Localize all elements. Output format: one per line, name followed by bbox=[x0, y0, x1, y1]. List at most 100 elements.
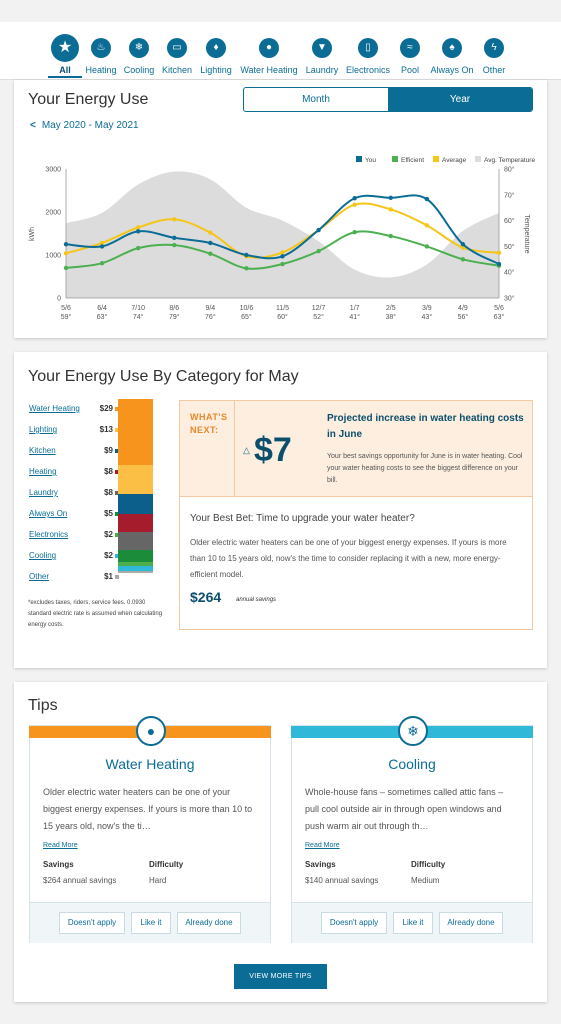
like-it-button[interactable]: Like it bbox=[131, 912, 171, 934]
x-temp-label: 74° bbox=[133, 313, 144, 321]
data-point-you bbox=[99, 244, 105, 249]
bolt-icon: ϟ bbox=[484, 38, 504, 58]
category-cost: $9 bbox=[104, 446, 113, 455]
category-laundry[interactable]: ▼ Laundry bbox=[304, 34, 340, 78]
view-more-tips-button[interactable]: VIEW MORE TIPS bbox=[234, 964, 327, 989]
energy-use-title: Your Energy Use bbox=[28, 91, 149, 108]
read-more-link[interactable]: Read More bbox=[43, 842, 78, 849]
data-point-average bbox=[424, 223, 430, 228]
x-temp-label: 65° bbox=[241, 313, 252, 321]
category-label: All bbox=[59, 65, 71, 75]
year-toggle-button[interactable]: Year bbox=[388, 88, 532, 111]
category-link[interactable]: Laundry bbox=[29, 488, 58, 497]
category-link[interactable]: Other bbox=[29, 572, 50, 581]
category-link[interactable]: Electronics bbox=[29, 530, 69, 539]
read-more-link[interactable]: Read More bbox=[305, 842, 340, 849]
difficulty-value: Hard bbox=[149, 876, 167, 885]
bar-segment bbox=[118, 464, 153, 494]
already-done-button[interactable]: Already done bbox=[177, 912, 241, 934]
category-other[interactable]: ϟ Other bbox=[480, 34, 508, 78]
category-label: Pool bbox=[400, 65, 419, 75]
y-tick-label: 3000 bbox=[45, 167, 61, 174]
category-lighting[interactable]: ♦ Lighting bbox=[198, 34, 234, 78]
category-label: Cooling bbox=[123, 65, 155, 75]
category-pool[interactable]: ≈ Pool bbox=[396, 34, 424, 78]
y2-tick-label: 30° bbox=[504, 295, 515, 303]
tip-title: Cooling bbox=[388, 756, 436, 772]
whats-next-label-line1: WHAT'S bbox=[190, 412, 228, 422]
category-row: Water Heating $29 bbox=[29, 404, 119, 416]
category-label: Always On bbox=[430, 65, 474, 75]
already-done-button[interactable]: Already done bbox=[439, 912, 503, 934]
projected-increase-subtext: Your best savings opportunity for June i… bbox=[327, 453, 523, 484]
data-point-average bbox=[280, 250, 285, 255]
category-cooling[interactable]: ❄ Cooling bbox=[122, 34, 156, 78]
bar-segment bbox=[118, 550, 153, 562]
increase-triangle-icon: △ bbox=[243, 445, 250, 455]
x-temp-label: 52° bbox=[313, 313, 324, 321]
data-point-efficient bbox=[352, 230, 357, 235]
difficulty-value: Medium bbox=[411, 876, 440, 885]
bar-segment bbox=[118, 566, 153, 571]
category-link[interactable]: Kitchen bbox=[29, 446, 56, 455]
y2-axis-label: Temperature bbox=[523, 214, 530, 253]
x-temp-label: 79° bbox=[169, 313, 180, 321]
data-point-efficient bbox=[388, 233, 393, 239]
bar-segment bbox=[118, 532, 153, 551]
snowflake-icon: ❄ bbox=[398, 716, 428, 746]
y2-tick-label: 70° bbox=[504, 191, 515, 199]
tip-title: Water Heating bbox=[105, 756, 195, 772]
doesnt-apply-button[interactable]: Doesn't apply bbox=[59, 912, 125, 934]
period-toggle: Month Year bbox=[243, 87, 533, 112]
category-link[interactable]: Cooling bbox=[29, 551, 57, 560]
category-heating[interactable]: ♨ Heating bbox=[84, 34, 118, 78]
data-point-efficient bbox=[208, 251, 213, 256]
savings-value: $140 annual savings bbox=[305, 876, 379, 885]
legend-label: Average bbox=[442, 157, 466, 164]
x-tick-label: 8/6 bbox=[169, 305, 179, 312]
category-kitchen[interactable]: ▭ Kitchen bbox=[159, 34, 195, 78]
category-nav: ★ All ♨ Heating ❄ Cooling ▭ Kitchen ♦ Li… bbox=[0, 22, 561, 80]
category-link[interactable]: Lighting bbox=[29, 425, 58, 434]
category-row: Kitchen $9 bbox=[29, 446, 119, 458]
bar-segment bbox=[118, 493, 153, 515]
category-link[interactable]: Heating bbox=[29, 467, 57, 476]
x-tick-label: 2/5 bbox=[386, 305, 396, 312]
category-color-swatch bbox=[115, 449, 119, 453]
x-temp-label: 76° bbox=[205, 313, 216, 321]
data-point-average bbox=[99, 240, 105, 246]
category-always-on[interactable]: ♠ Always On bbox=[428, 34, 476, 78]
category-cost: $5 bbox=[104, 509, 113, 518]
category-row: Laundry $8 bbox=[29, 488, 119, 500]
data-point-you bbox=[135, 229, 141, 234]
month-toggle-button[interactable]: Month bbox=[302, 94, 330, 105]
category-cost: $8 bbox=[104, 488, 113, 497]
data-point-average bbox=[460, 245, 466, 250]
y-tick-label: 2000 bbox=[45, 210, 61, 217]
category-electronics[interactable]: ▯ Electronics bbox=[344, 34, 392, 78]
difficulty-heading: Difficulty bbox=[149, 860, 184, 869]
legend-swatch bbox=[356, 156, 362, 162]
data-point-efficient bbox=[280, 261, 285, 267]
category-link[interactable]: Water Heating bbox=[29, 404, 80, 413]
category-row: Cooling $2 bbox=[29, 551, 119, 563]
date-range-selector[interactable]: < May 2020 - May 2021 bbox=[30, 120, 139, 131]
best-bet-title: Your Best Bet: Time to upgrade your wate… bbox=[190, 513, 415, 524]
data-point-efficient bbox=[316, 248, 321, 254]
projected-increase-amount: $7 bbox=[254, 431, 292, 469]
like-it-button[interactable]: Like it bbox=[393, 912, 433, 934]
doesnt-apply-button[interactable]: Doesn't apply bbox=[321, 912, 387, 934]
y2-tick-label: 40° bbox=[504, 269, 515, 277]
data-point-efficient bbox=[135, 245, 141, 251]
snowflake-icon: ❄ bbox=[129, 38, 149, 58]
data-point-you bbox=[352, 196, 357, 201]
flame-icon: ♨ bbox=[91, 38, 111, 58]
category-row: Heating $8 bbox=[29, 467, 119, 479]
category-water-heating[interactable]: ● Water Heating bbox=[238, 34, 300, 78]
legend-swatch bbox=[392, 156, 398, 162]
category-all[interactable]: ★ All bbox=[48, 34, 82, 78]
category-cost: $29 bbox=[99, 404, 113, 413]
tip-description: Whole-house fans – sometimes called atti… bbox=[305, 787, 504, 831]
star-icon: ★ bbox=[51, 34, 79, 62]
category-link[interactable]: Always On bbox=[29, 509, 68, 518]
